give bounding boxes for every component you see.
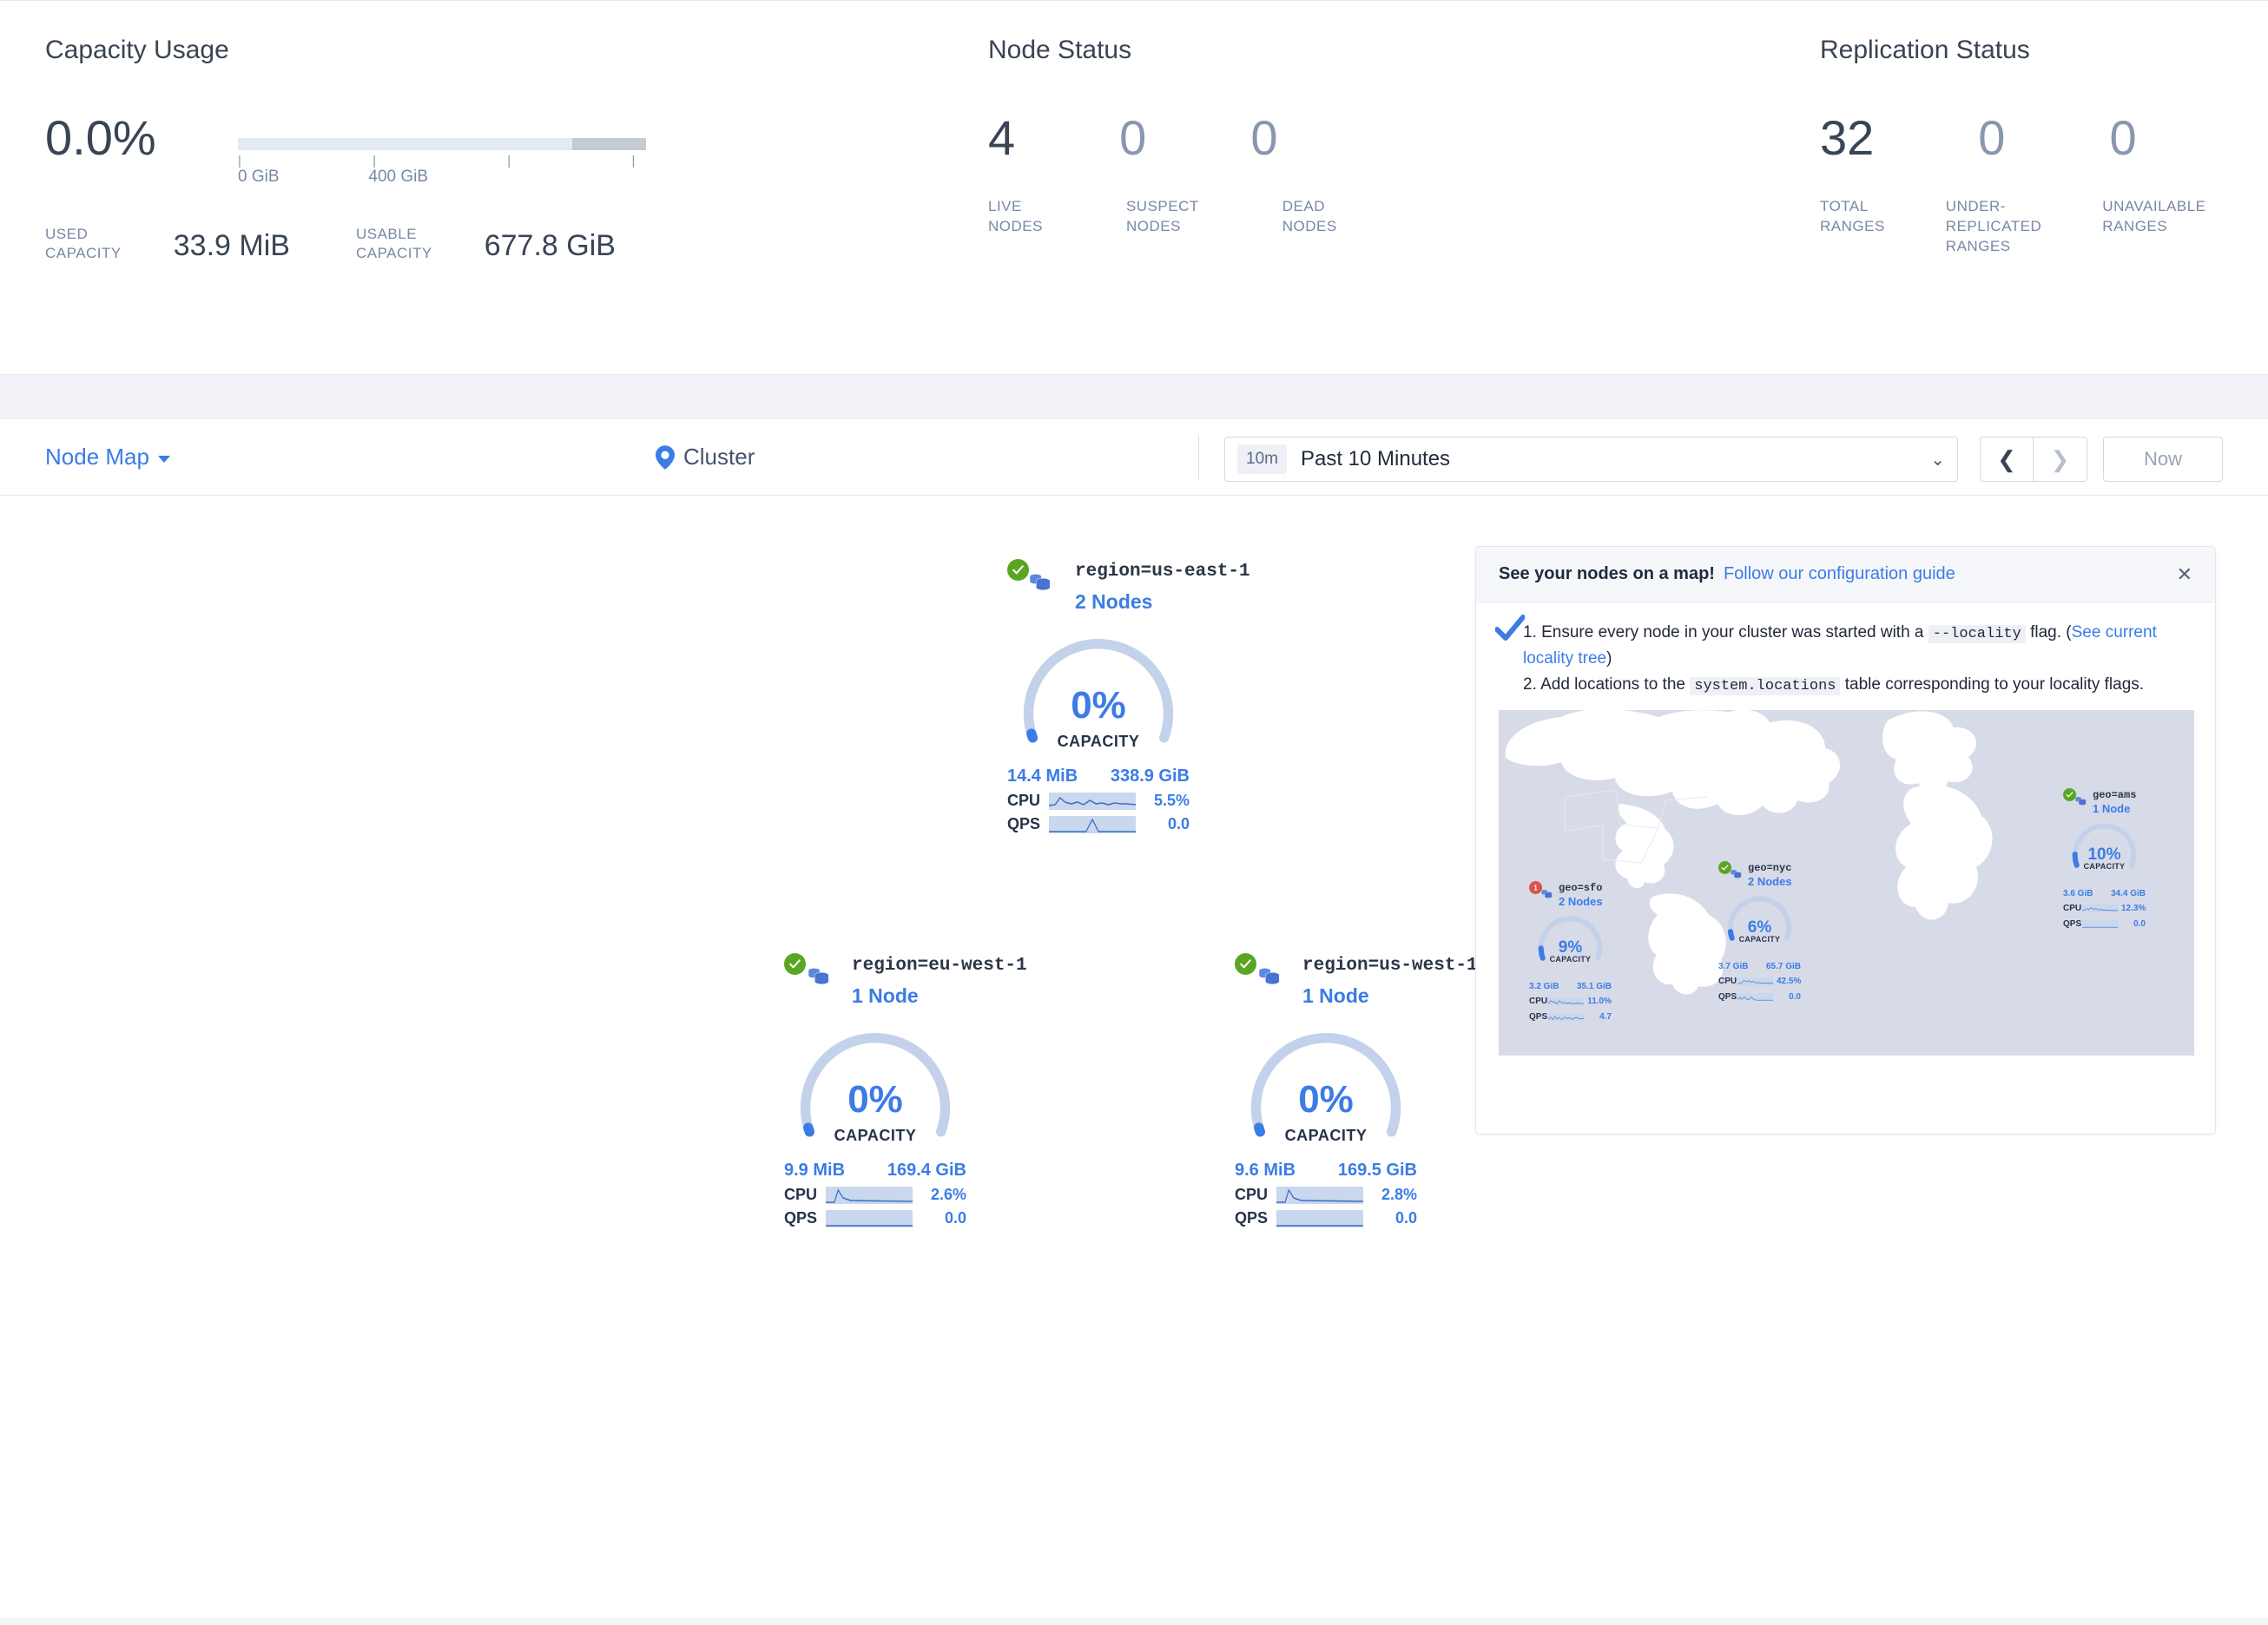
svg-text:1: 1 bbox=[1533, 885, 1538, 892]
